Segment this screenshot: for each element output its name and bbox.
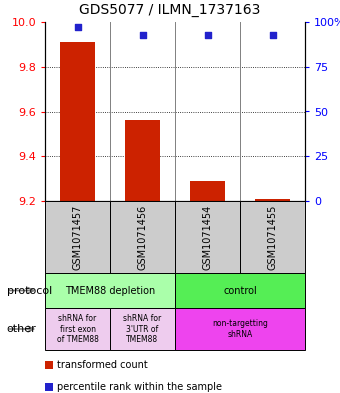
Text: GDS5077 / ILMN_1737163: GDS5077 / ILMN_1737163 bbox=[79, 3, 261, 17]
Point bbox=[75, 24, 80, 31]
Bar bbox=[125, 120, 160, 201]
Text: non-targetting
shRNA: non-targetting shRNA bbox=[212, 319, 268, 339]
Bar bbox=[190, 181, 225, 201]
Text: TMEM88 depletion: TMEM88 depletion bbox=[65, 285, 155, 296]
Text: shRNA for
3'UTR of
TMEM88: shRNA for 3'UTR of TMEM88 bbox=[123, 314, 162, 344]
Text: GSM1071457: GSM1071457 bbox=[72, 204, 83, 270]
Bar bbox=[59, 42, 96, 201]
Text: GSM1071454: GSM1071454 bbox=[203, 204, 212, 270]
Point bbox=[140, 31, 145, 38]
Text: control: control bbox=[223, 285, 257, 296]
Text: GSM1071455: GSM1071455 bbox=[268, 204, 277, 270]
Text: shRNA for
first exon
of TMEM88: shRNA for first exon of TMEM88 bbox=[56, 314, 99, 344]
Text: other: other bbox=[7, 324, 36, 334]
Point bbox=[270, 31, 275, 38]
Text: percentile rank within the sample: percentile rank within the sample bbox=[57, 382, 222, 391]
Bar bbox=[255, 199, 290, 201]
Text: protocol: protocol bbox=[7, 285, 52, 296]
Text: transformed count: transformed count bbox=[57, 360, 148, 370]
Point bbox=[205, 31, 210, 38]
Text: GSM1071456: GSM1071456 bbox=[137, 204, 148, 270]
